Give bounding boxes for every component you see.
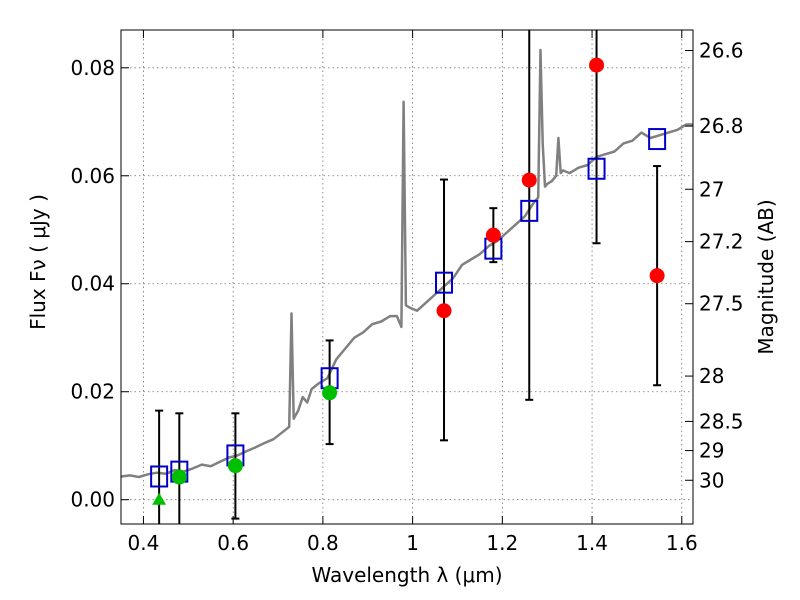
plot-frame [120, 29, 694, 525]
grid-lines [121, 30, 693, 524]
x-tick-label: 1.2 [486, 531, 518, 555]
model-point [648, 128, 667, 151]
x-tick-label: 1 [406, 531, 419, 555]
model-point [150, 465, 169, 488]
mag-tick-label: 28 [699, 364, 724, 388]
mag-tick-label: 26.6 [699, 39, 744, 63]
y-tick-label: 0.02 [70, 380, 115, 404]
observed-point [521, 172, 537, 188]
observed-upper-limit-point [152, 492, 167, 505]
mag-tick-label: 26.8 [699, 114, 744, 138]
observed-point [171, 469, 187, 485]
model-point [435, 271, 454, 294]
observed-point [589, 57, 605, 73]
observed-points [152, 57, 665, 505]
mag-tick-label: 29 [699, 439, 724, 463]
y-tick-label: 0.06 [70, 164, 115, 188]
x-tick-label: 0.4 [128, 531, 160, 555]
spectrum-series [120, 48, 693, 479]
model-point [587, 157, 606, 180]
mag-tick-label: 27.2 [699, 230, 744, 254]
x-tick-label: 0.6 [217, 531, 249, 555]
error-bars [155, 30, 662, 524]
observed-point [436, 303, 452, 319]
x-tick-label: 0.8 [307, 531, 339, 555]
mag-tick-label: 27.5 [699, 292, 744, 316]
mag-tick-label: 27 [699, 177, 724, 201]
axis-ticks: 0.4 0.6 0.8 1 1.2 1.4 1.6 0.00 0.02 0.04 0.06 0.08 2… [70, 30, 744, 555]
y-tick-label: 0.00 [70, 488, 115, 512]
y-right-axis-title: Magnitude (AB) [754, 199, 778, 354]
mag-tick-label: 28.5 [699, 409, 744, 433]
x-axis-title: Wavelength λ (μm) [311, 563, 502, 587]
spectrum-line [120, 48, 693, 479]
mag-tick-label: 30 [699, 468, 724, 492]
observed-point [227, 458, 243, 474]
observed-point [322, 385, 338, 401]
observed-point [485, 227, 501, 243]
y-tick-label: 0.04 [70, 272, 115, 296]
model-point [520, 199, 539, 222]
y-axis-title: Flux Fν ( μJy ) [26, 194, 50, 330]
observed-point [649, 268, 665, 284]
x-tick-label: 1.6 [666, 531, 698, 555]
y-tick-label: 0.08 [70, 56, 115, 80]
x-tick-label: 1.4 [576, 531, 608, 555]
